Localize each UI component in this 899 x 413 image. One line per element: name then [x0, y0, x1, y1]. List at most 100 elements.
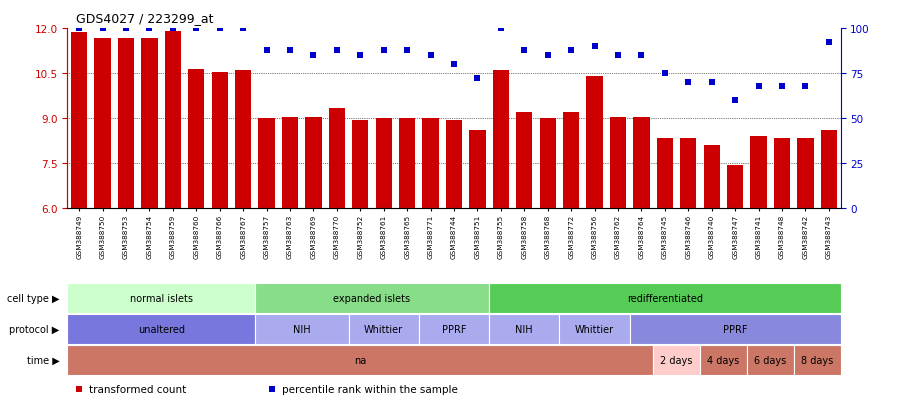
- Point: [283, 47, 298, 54]
- Text: NIH: NIH: [293, 324, 310, 335]
- Bar: [469, 131, 485, 209]
- Bar: [747, 345, 794, 375]
- Point: [798, 83, 813, 90]
- Text: cell type ▶: cell type ▶: [7, 293, 59, 304]
- Point: [752, 83, 766, 90]
- Bar: [774, 138, 790, 209]
- Point: [610, 52, 625, 59]
- Point: [72, 386, 86, 392]
- Bar: [629, 315, 841, 344]
- Bar: [563, 113, 579, 209]
- Bar: [446, 120, 462, 209]
- Text: PPRF: PPRF: [723, 324, 747, 335]
- Bar: [704, 146, 720, 209]
- Point: [470, 76, 485, 83]
- Bar: [656, 138, 673, 209]
- Point: [400, 47, 414, 54]
- Text: protocol ▶: protocol ▶: [10, 324, 59, 335]
- Bar: [539, 119, 556, 209]
- Point: [330, 47, 344, 54]
- Bar: [188, 69, 204, 209]
- Text: unaltered: unaltered: [138, 324, 184, 335]
- Point: [165, 26, 180, 32]
- Bar: [349, 315, 419, 344]
- Bar: [118, 39, 134, 209]
- Bar: [700, 345, 747, 375]
- Text: transformed count: transformed count: [89, 384, 186, 394]
- Text: 6 days: 6 days: [754, 355, 787, 366]
- Point: [377, 47, 391, 54]
- Text: 4 days: 4 days: [708, 355, 740, 366]
- Bar: [254, 283, 489, 313]
- Text: PPRF: PPRF: [441, 324, 467, 335]
- Bar: [493, 71, 509, 209]
- Bar: [67, 345, 654, 375]
- Bar: [680, 138, 697, 209]
- Bar: [352, 120, 369, 209]
- Text: 8 days: 8 days: [801, 355, 833, 366]
- Bar: [797, 138, 814, 209]
- Point: [775, 83, 789, 90]
- Bar: [419, 315, 489, 344]
- Point: [307, 52, 321, 59]
- Bar: [211, 72, 228, 209]
- Bar: [727, 165, 743, 209]
- Point: [494, 26, 508, 32]
- Text: Whittier: Whittier: [364, 324, 404, 335]
- Bar: [281, 117, 298, 209]
- Point: [265, 386, 280, 392]
- Point: [728, 97, 743, 104]
- Bar: [376, 119, 392, 209]
- Bar: [821, 131, 837, 209]
- Text: time ▶: time ▶: [27, 355, 59, 366]
- Bar: [71, 33, 87, 209]
- Text: redifferentiated: redifferentiated: [627, 293, 703, 304]
- Point: [142, 26, 156, 32]
- Bar: [329, 108, 345, 209]
- Point: [517, 47, 531, 54]
- Point: [447, 62, 461, 68]
- Bar: [516, 113, 532, 209]
- Bar: [94, 39, 111, 209]
- Bar: [559, 315, 629, 344]
- Bar: [489, 315, 559, 344]
- Bar: [141, 39, 157, 209]
- Bar: [399, 119, 415, 209]
- Bar: [751, 137, 767, 209]
- Bar: [654, 345, 700, 375]
- Bar: [67, 283, 254, 313]
- Point: [822, 40, 836, 47]
- Point: [95, 26, 110, 32]
- Bar: [235, 71, 252, 209]
- Point: [212, 26, 227, 32]
- Bar: [423, 119, 439, 209]
- Point: [705, 79, 719, 86]
- Text: na: na: [354, 355, 367, 366]
- Point: [119, 26, 133, 32]
- Bar: [165, 32, 181, 209]
- Point: [681, 79, 696, 86]
- Text: NIH: NIH: [515, 324, 533, 335]
- Point: [564, 47, 578, 54]
- Bar: [586, 77, 602, 209]
- Point: [236, 26, 250, 32]
- Text: normal islets: normal islets: [129, 293, 192, 304]
- Bar: [67, 315, 254, 344]
- Point: [540, 52, 555, 59]
- Bar: [610, 117, 627, 209]
- Point: [189, 26, 203, 32]
- Point: [353, 52, 368, 59]
- Bar: [794, 345, 841, 375]
- Text: Whittier: Whittier: [575, 324, 614, 335]
- Point: [587, 43, 601, 50]
- Bar: [489, 283, 841, 313]
- Bar: [633, 117, 650, 209]
- Bar: [254, 315, 349, 344]
- Point: [658, 71, 672, 77]
- Bar: [258, 119, 275, 209]
- Text: 2 days: 2 days: [661, 355, 693, 366]
- Bar: [306, 117, 322, 209]
- Point: [260, 47, 274, 54]
- Text: expanded islets: expanded islets: [334, 293, 411, 304]
- Text: GDS4027 / 223299_at: GDS4027 / 223299_at: [76, 12, 214, 25]
